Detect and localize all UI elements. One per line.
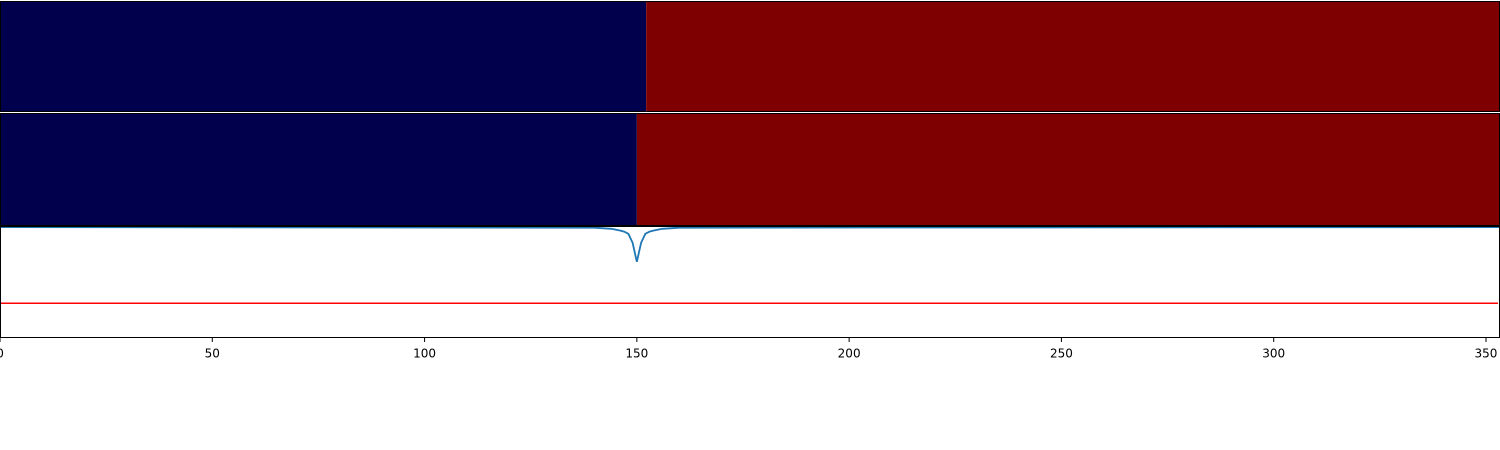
segment	[646, 1, 1500, 112]
x-tick-label: 250	[1050, 347, 1073, 361]
segment	[0, 1, 647, 112]
panel-frame	[0, 226, 1500, 338]
x-tick-label: 0	[0, 347, 4, 361]
segment	[636, 113, 1500, 226]
x-tick-label: 100	[413, 347, 436, 361]
x-tick-label: 150	[625, 347, 648, 361]
x-tick-label: 350	[1475, 347, 1498, 361]
x-tick-label: 50	[205, 347, 220, 361]
x-tick-label: 300	[1262, 347, 1285, 361]
segment	[0, 113, 637, 226]
line	[0, 226, 1500, 263]
x-tick-label: 200	[838, 347, 861, 361]
